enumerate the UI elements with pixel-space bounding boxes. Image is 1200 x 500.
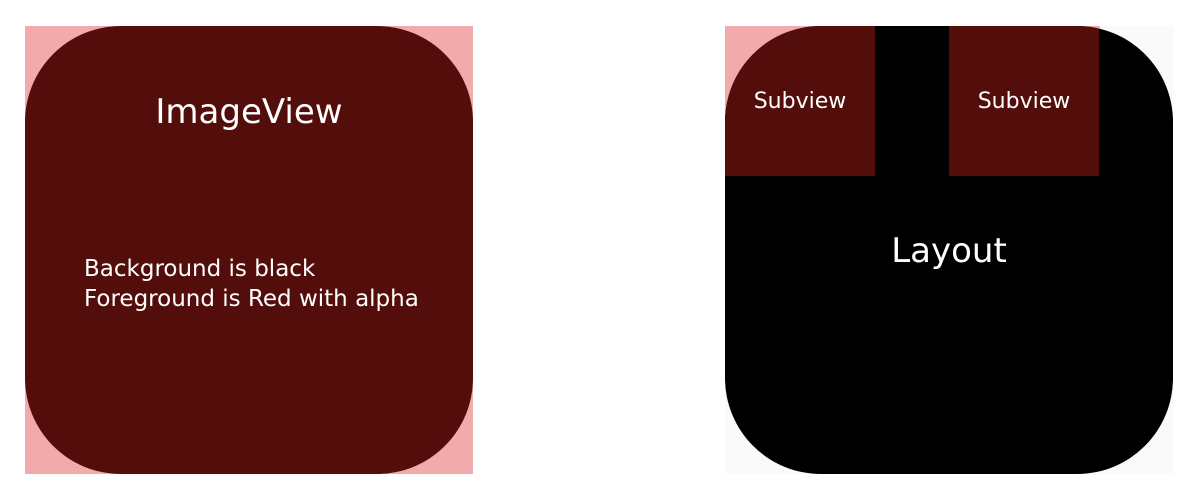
layout-panel: Subview Subview Layout bbox=[725, 26, 1173, 474]
imageview-description-line-2: Foreground is Red with alpha bbox=[84, 286, 419, 312]
layout-title: Layout bbox=[891, 231, 1007, 271]
subview-1: Subview bbox=[725, 26, 875, 176]
imageview-description-line-1: Background is black bbox=[84, 256, 316, 282]
layout-rounded-shape: Subview Subview Layout bbox=[725, 26, 1173, 474]
subview-2-label: Subview bbox=[977, 89, 1071, 114]
imageview-rounded-shape: ImageView Background is black Foreground… bbox=[25, 26, 473, 474]
imageview-panel: ImageView Background is black Foreground… bbox=[25, 26, 473, 474]
subview-1-label: Subview bbox=[753, 89, 847, 114]
subview-2: Subview bbox=[949, 26, 1099, 176]
imageview-description: Background is black Foreground is Red wi… bbox=[84, 254, 419, 314]
imageview-title: ImageView bbox=[155, 92, 343, 132]
